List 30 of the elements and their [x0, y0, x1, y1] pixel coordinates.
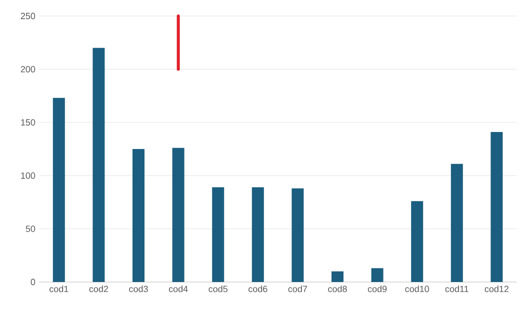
y-tick-label: 100 — [21, 172, 36, 179]
x-tick-label: cod12 — [484, 286, 509, 292]
x-tick-label: cod2 — [89, 286, 108, 292]
bar — [92, 48, 105, 282]
bar — [450, 164, 463, 282]
bar — [212, 187, 224, 282]
bar — [490, 132, 503, 282]
y-tick-label: 250 — [20, 12, 36, 20]
y-tick-label: 200 — [20, 66, 36, 72]
x-tick-label: cod11 — [445, 286, 468, 292]
y-tick-label: 50 — [26, 226, 36, 232]
bar — [172, 148, 184, 282]
y-tick-label: 0 — [30, 278, 36, 286]
bar — [371, 268, 384, 282]
x-tick-label: cod8 — [328, 286, 347, 292]
bar — [132, 149, 145, 282]
bar — [292, 188, 304, 282]
bar — [332, 271, 344, 282]
y-tick-label: 150 — [21, 119, 36, 126]
x-tick-label: cod6 — [248, 286, 268, 292]
x-tick-label: cod7 — [288, 286, 307, 292]
x-tick-label: cod10 — [405, 286, 430, 292]
x-tick-label: cod3 — [129, 286, 148, 292]
bar — [52, 98, 65, 282]
bar — [252, 187, 264, 282]
x-tick-label: cod9 — [368, 286, 387, 292]
x-tick-label: cod1 — [50, 286, 68, 292]
bar — [411, 201, 424, 282]
x-tick-label: cod5 — [208, 286, 228, 292]
x-tick-label: cod4 — [168, 286, 188, 292]
